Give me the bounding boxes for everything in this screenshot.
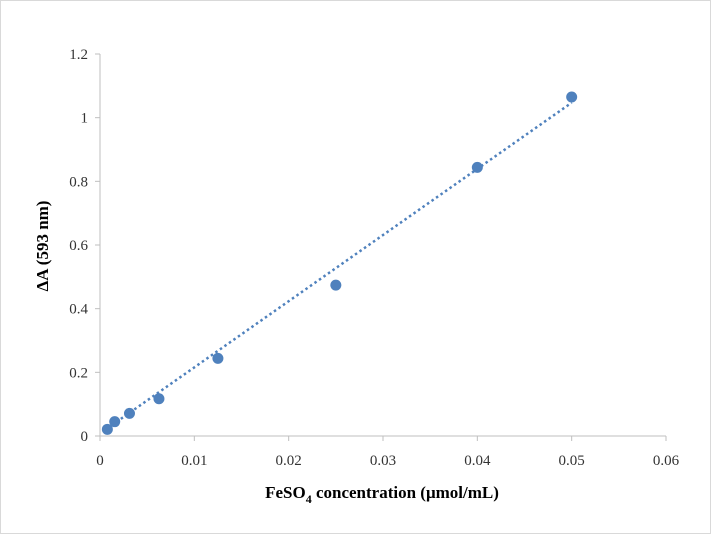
data-point	[212, 352, 224, 364]
data-point	[566, 91, 578, 103]
x-tick-label: 0.02	[276, 453, 302, 469]
tick-labels: 0 0.01 0.02 0.03 0.04 0.05 0.06 0 0.2 0.4 0.6 0.8 1 1…	[69, 47, 679, 469]
x-tick-label: 0.05	[559, 453, 585, 469]
x-tick-label: 0.04	[464, 453, 491, 469]
x-tick-label: 0.06	[653, 453, 680, 469]
x-axis-title-subscript: 4	[306, 492, 312, 506]
data-point	[471, 161, 483, 173]
data-point	[109, 416, 121, 428]
x-axis-title-suffix: concentration (μmol/mL)	[312, 483, 499, 502]
x-axis-title-prefix: FeSO	[265, 483, 306, 502]
trendline-layer	[106, 101, 573, 430]
y-tick-label: 1	[81, 111, 89, 127]
y-tick-label: 0.8	[69, 174, 88, 190]
y-tick-label: 0.6	[69, 238, 88, 254]
plot-axes	[95, 53, 667, 441]
y-tick-label: 0.4	[69, 302, 88, 318]
data-points	[101, 91, 578, 435]
x-tick-label: 0	[96, 453, 104, 469]
data-point	[101, 423, 113, 435]
linear-trendline	[106, 101, 573, 430]
x-tick-label: 0.03	[370, 453, 396, 469]
y-tick-label: 0.2	[69, 365, 88, 381]
y-axis-title: ΔA (593 nm)	[33, 201, 52, 292]
y-tick-label: 0	[81, 429, 89, 445]
y-tick-label: 1.2	[69, 47, 88, 63]
data-point	[123, 407, 135, 419]
x-axis-title: FeSO4 concentration (μmol/mL)	[265, 483, 499, 506]
data-point	[330, 279, 342, 291]
x-tick-label: 0.01	[181, 453, 207, 469]
data-point	[153, 393, 165, 405]
